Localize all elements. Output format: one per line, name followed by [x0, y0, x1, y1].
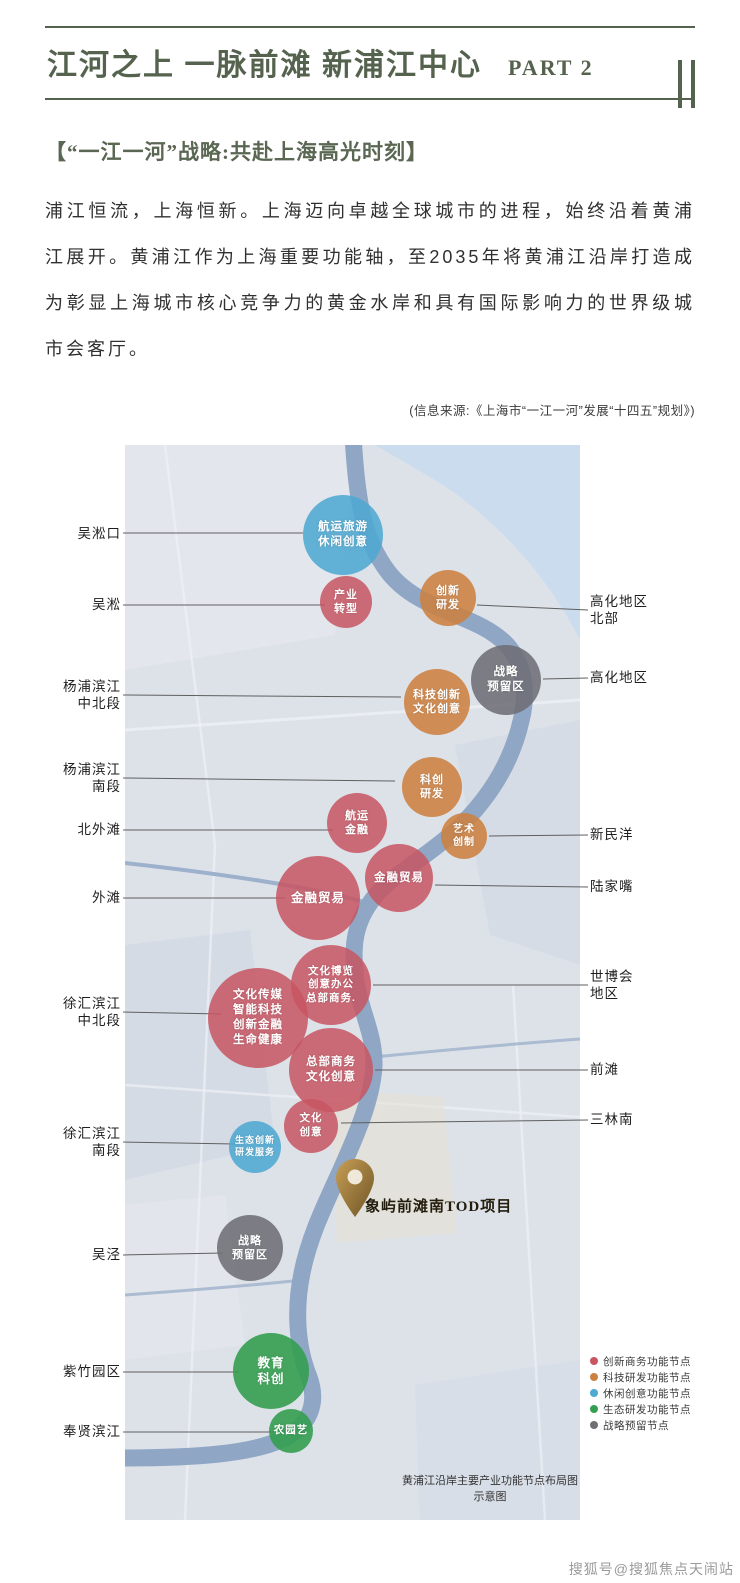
map-label-right: 世博会 地区 [590, 969, 634, 1001]
map-node-label: 产业 转型 [334, 588, 358, 615]
legend-dot-eco-icon [590, 1405, 598, 1413]
legend-label: 科技研发功能节点 [603, 1371, 691, 1384]
map-node-label: 生态创新 研发服务 [234, 1135, 275, 1157]
legend-dot-tech-icon [590, 1373, 598, 1381]
map-label-left: 杨浦滨江 中北段 [63, 679, 121, 711]
legend-item: 战略预留节点 [590, 1417, 691, 1433]
map-node: 航运 金融 [327, 793, 387, 853]
map-node: 战略 预留区 [471, 645, 541, 715]
map-node-label: 科技创新 文化创意 [413, 688, 461, 715]
map-node: 航运旅游 休闲创意 [303, 495, 383, 575]
map-label-right: 新民洋 [590, 827, 634, 842]
map-node-label: 航运 金融 [345, 809, 369, 836]
map-caption-line1: 黄浦江沿岸主要产业功能节点布局图 [402, 1475, 578, 1487]
map-label-right: 高化地区 北部 [590, 594, 648, 626]
map-node-label: 航运旅游 休闲创意 [318, 521, 368, 548]
watermark: 搜狐号@搜狐焦点天闹站 [568, 1561, 734, 1577]
legend-dot-leisure-icon [590, 1389, 598, 1397]
map-caption: 黄浦江沿岸主要产业功能节点布局图 示意图 [397, 1473, 580, 1505]
map-label-left: 北外滩 [77, 822, 121, 837]
map-label-left: 徐汇滨江 中北段 [63, 996, 121, 1028]
page-title: 江河之上 一脉前滩 新浦江中心 [47, 49, 482, 82]
map-node: 艺术 创制 [441, 813, 487, 859]
map-node-label: 创新 研发 [436, 584, 460, 611]
map-label-left: 紫竹园区 [63, 1364, 121, 1379]
map-node-label: 艺术 创制 [453, 824, 475, 848]
body-paragraph: 浦江恒流，上海恒新。上海迈向卓越全球城市的进程，始终沿着黄浦江展开。黄浦江作为上… [45, 201, 695, 359]
map-image: 航运旅游 休闲创意 产业 转型 创新 研发 战略 预留区 科技创新 文化创意 科… [125, 445, 580, 1520]
header-rule-bottom [45, 98, 695, 100]
legend-label: 休闲创意功能节点 [603, 1387, 691, 1400]
map-node: 产业 转型 [320, 576, 372, 628]
map-label-left: 吴淞 [92, 597, 121, 612]
map-node: 总部商务 文化创意 [289, 1028, 373, 1112]
map-node-label: 文化 创意 [299, 1112, 323, 1138]
legend-label: 创新商务功能节点 [603, 1355, 691, 1368]
map-node-label: 战略 预留区 [232, 1234, 268, 1261]
map-node-label: 科创 研发 [420, 773, 444, 800]
title-row: 江河之上 一脉前滩 新浦江中心 PART 2 [45, 28, 695, 98]
map-node-label: 教育 科创 [257, 1355, 285, 1386]
legend-item: 科技研发功能节点 [590, 1369, 691, 1385]
map-label-left: 吴淞口 [77, 526, 121, 541]
map-background [125, 445, 580, 1520]
map-node: 科技创新 文化创意 [404, 669, 470, 735]
map-node-label: 金融贸易 [374, 871, 424, 884]
map-label-left: 外滩 [92, 890, 121, 905]
source-note: (信息来源:《上海市“一江一河”发展“十四五”规划》) [409, 404, 695, 418]
map-caption-line2: 示意图 [473, 1491, 507, 1503]
map-label-right: 高化地区 [590, 670, 648, 685]
legend-item: 休闲创意功能节点 [590, 1385, 691, 1401]
header-rule-top [45, 26, 695, 28]
legend-label: 战略预留节点 [603, 1419, 669, 1432]
map-node-label: 总部商务 文化创意 [306, 1056, 356, 1083]
map-node: 创新 研发 [420, 570, 476, 626]
map-node: 金融贸易 [276, 856, 360, 940]
map-node: 教育 科创 [233, 1333, 309, 1409]
map-node-label: 战略 预留区 [487, 666, 525, 693]
map-node: 金融贸易 [365, 844, 433, 912]
map-node-label: 文化传媒 智能科技 创新金融 生命健康 [233, 989, 283, 1046]
map-node: 科创 研发 [402, 757, 462, 817]
map-label-right: 陆家嘴 [590, 879, 634, 894]
map-label-left: 吴泾 [92, 1247, 121, 1262]
legend-dot-reserve-icon [590, 1421, 598, 1429]
map-node: 战略 预留区 [217, 1215, 283, 1281]
map-node: 文化博览 创意办公 总部商务. [291, 945, 371, 1025]
map-label-right: 三林南 [590, 1112, 634, 1127]
section-subtitle: 【“一江一河”战略:共赴上海高光时刻】 [45, 140, 428, 164]
map-figure: 航运旅游 休闲创意 产业 转型 创新 研发 战略 预留区 科技创新 文化创意 科… [45, 445, 695, 1525]
map-label-left: 徐汇滨江 南段 [63, 1126, 121, 1158]
legend-dot-innovation-icon [590, 1357, 598, 1365]
map-node-label: 文化博览 创意办公 总部商务. [306, 964, 356, 1004]
map-node: 文化 创意 [284, 1099, 338, 1153]
map-node-label: 金融贸易 [290, 890, 345, 905]
map-label-right: 前滩 [590, 1062, 619, 1077]
legend-item: 生态研发功能节点 [590, 1401, 691, 1417]
map-label-left: 杨浦滨江 南段 [63, 762, 121, 794]
title-end-mark [678, 60, 695, 108]
project-pin-label: 象屿前滩南TOD项目 [365, 1199, 513, 1215]
map-node: 生态创新 研发服务 [229, 1121, 281, 1173]
map-node: 文化传媒 智能科技 创新金融 生命健康 [208, 968, 308, 1068]
map-node-label: 农园艺 [273, 1424, 309, 1437]
article-header: 江河之上 一脉前滩 新浦江中心 PART 2 [45, 26, 695, 108]
map-legend: 创新商务功能节点 科技研发功能节点 休闲创意功能节点 生态研发功能节点 战略预留… [590, 1353, 691, 1433]
part-label: PART 2 [508, 55, 594, 80]
location-pin-icon [336, 1159, 374, 1217]
legend-label: 生态研发功能节点 [603, 1403, 691, 1416]
map-node: 农园艺 [269, 1409, 313, 1453]
map-label-left: 奉贤滨江 [63, 1424, 121, 1439]
legend-item: 创新商务功能节点 [590, 1353, 691, 1369]
